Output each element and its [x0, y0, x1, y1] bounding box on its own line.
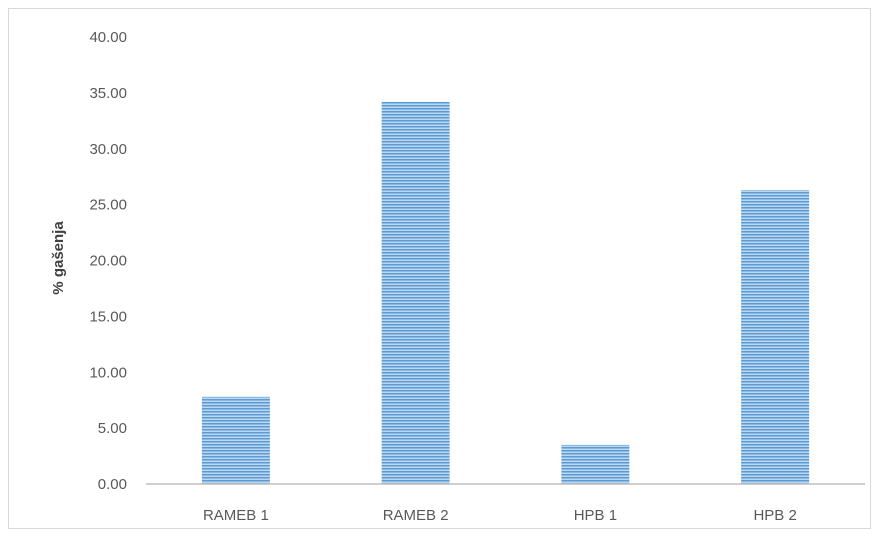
y-tick-label: 5.00	[98, 420, 127, 437]
y-tick-label: 40.00	[89, 29, 127, 46]
y-tick-label: 10.00	[89, 364, 127, 381]
x-tick-label: HPB 2	[753, 507, 796, 524]
y-tick-label: 15.00	[89, 308, 127, 325]
bar	[741, 190, 810, 484]
y-tick-label: 30.00	[89, 141, 127, 158]
y-tick-label: 25.00	[89, 197, 127, 214]
y-tick-labels: 0.00 5.00 10.00 15.00 20.00 25.00 30.00 35.00 40…	[89, 29, 127, 493]
y-axis-title: % gašenja	[50, 221, 67, 295]
y-tick-label: 20.00	[89, 253, 127, 270]
bar	[381, 101, 450, 484]
y-tick-label: 35.00	[89, 85, 127, 102]
y-tick-label: 0.00	[98, 476, 127, 493]
bar	[201, 396, 270, 484]
bar	[561, 444, 630, 484]
x-tick-labels: RAMEB 1 RAMEB 2 HPB 1 HPB 2	[203, 507, 797, 524]
bars	[201, 101, 810, 484]
x-tick-label: RAMEB 2	[383, 507, 449, 524]
x-tick-label: RAMEB 1	[203, 507, 269, 524]
x-tick-label: HPB 1	[574, 507, 617, 524]
